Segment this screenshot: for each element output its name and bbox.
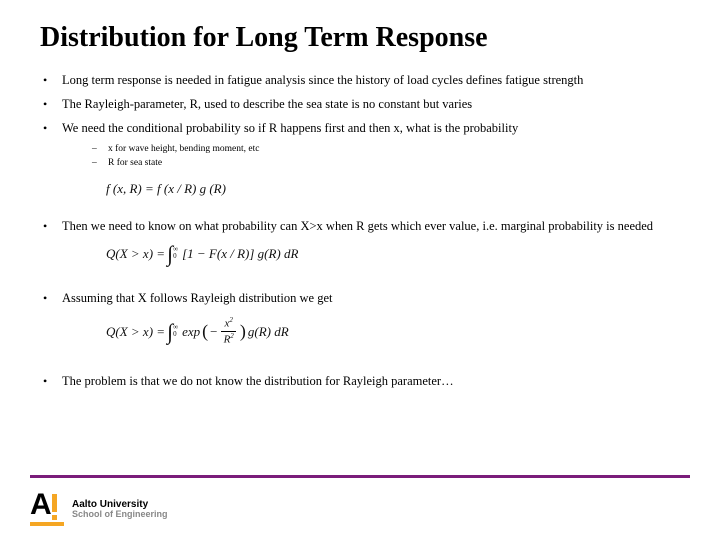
footer-divider bbox=[30, 475, 690, 478]
formula-rhs: [1 − F(x / R)] g(R) dR bbox=[182, 245, 298, 263]
integral-bounds: ∞ 0 bbox=[173, 246, 178, 260]
sub-bullet-item: R for sea state bbox=[90, 157, 690, 170]
school-name: School of Engineering bbox=[72, 510, 168, 520]
formula-exp: exp bbox=[182, 323, 200, 341]
bullet-list: Long term response is needed in fatigue … bbox=[40, 72, 690, 390]
formula-lhs: Q(X > x) = bbox=[106, 323, 165, 341]
formula-rayleigh: Q(X > x) = ∫ ∞ 0 exp ( − x2 R2 ) g(R) dR bbox=[102, 315, 690, 347]
university-name: Aalto University bbox=[72, 499, 168, 510]
minus-sign: − bbox=[210, 323, 217, 341]
formula-text: Q(X > x) = ∫ ∞ 0 exp ( − x2 R2 ) g(R) dR bbox=[102, 315, 293, 347]
bullet-text: Then we need to know on what probability… bbox=[62, 219, 653, 233]
bullet-text: We need the conditional probability so i… bbox=[62, 121, 518, 135]
bullet-item: We need the conditional probability so i… bbox=[40, 120, 690, 200]
formula-text: f (x, R) = f (x / R) g (R) bbox=[102, 178, 230, 200]
bullet-item: Long term response is needed in fatigue … bbox=[40, 72, 690, 89]
formula-joint-density: f (x, R) = f (x / R) g (R) bbox=[102, 178, 690, 200]
paren-open: ( bbox=[202, 319, 208, 343]
bullet-item: The problem is that we do not know the d… bbox=[40, 373, 690, 390]
footer-logo: A Aalto University School of Engineering bbox=[30, 492, 168, 526]
formula-marginal: Q(X > x) = ∫ ∞ 0 [1 − F(x / R)] g(R) dR bbox=[102, 243, 690, 265]
integral-bounds: ∞ 0 bbox=[173, 324, 178, 338]
paren-close: ) bbox=[240, 319, 246, 343]
formula-text: Q(X > x) = ∫ ∞ 0 [1 − F(x / R)] g(R) dR bbox=[102, 243, 302, 265]
formula-lhs: Q(X > x) = bbox=[106, 245, 165, 263]
formula-tail: g(R) dR bbox=[248, 323, 289, 341]
bullet-item: Then we need to know on what probability… bbox=[40, 218, 690, 264]
bullet-item: The Rayleigh-parameter, R, used to descr… bbox=[40, 96, 690, 113]
slide-title: Distribution for Long Term Response bbox=[40, 22, 690, 54]
integral-icon: ∫ bbox=[167, 245, 173, 263]
formula-fraction: x2 R2 bbox=[221, 317, 235, 345]
sub-bullet-item: x for wave height, bending moment, etc bbox=[90, 143, 690, 156]
aalto-logo-icon: A bbox=[30, 492, 64, 526]
footer-logo-text: Aalto University School of Engineering bbox=[72, 499, 168, 520]
integral-icon: ∫ bbox=[167, 323, 173, 341]
bullet-text: Assuming that X follows Rayleigh distrib… bbox=[62, 291, 332, 305]
bullet-item: Assuming that X follows Rayleigh distrib… bbox=[40, 290, 690, 347]
sub-bullet-list: x for wave height, bending moment, etc R… bbox=[62, 143, 690, 171]
